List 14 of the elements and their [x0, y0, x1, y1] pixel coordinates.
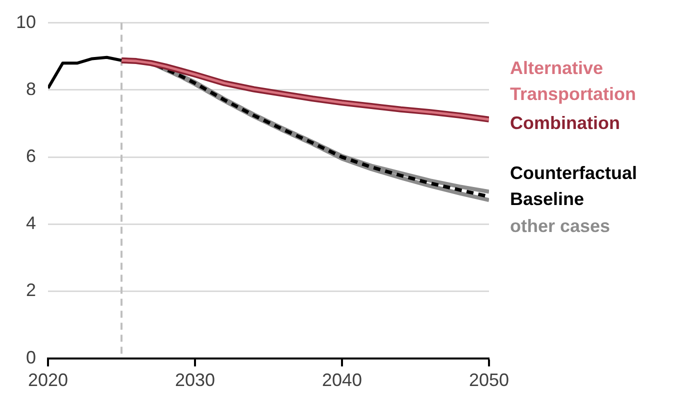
x-tick-label: 2050 — [468, 370, 510, 390]
x-tick-label: 2020 — [28, 370, 68, 390]
y-tick-label: 2 — [26, 280, 36, 300]
x-tick-label: 2040 — [322, 370, 362, 390]
y-tick-label: 8 — [26, 78, 36, 99]
series-label: other cases — [510, 215, 612, 238]
series-label: Combination — [510, 112, 621, 135]
y-tick-label: 0 — [26, 347, 36, 368]
y-tick-label: 4 — [26, 213, 36, 234]
series-label: Counterfactual Baseline — [510, 162, 638, 211]
series-label: Alternative Transportation — [510, 57, 638, 106]
x-tick-label: 2030 — [174, 370, 216, 390]
y-tick-label: 10 — [16, 12, 36, 32]
y-tick-label: 6 — [26, 146, 36, 166]
